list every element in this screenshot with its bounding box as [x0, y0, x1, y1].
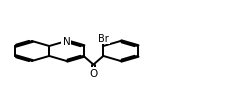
Text: N: N [63, 37, 70, 47]
Text: Br: Br [98, 33, 109, 43]
Text: O: O [89, 69, 98, 79]
